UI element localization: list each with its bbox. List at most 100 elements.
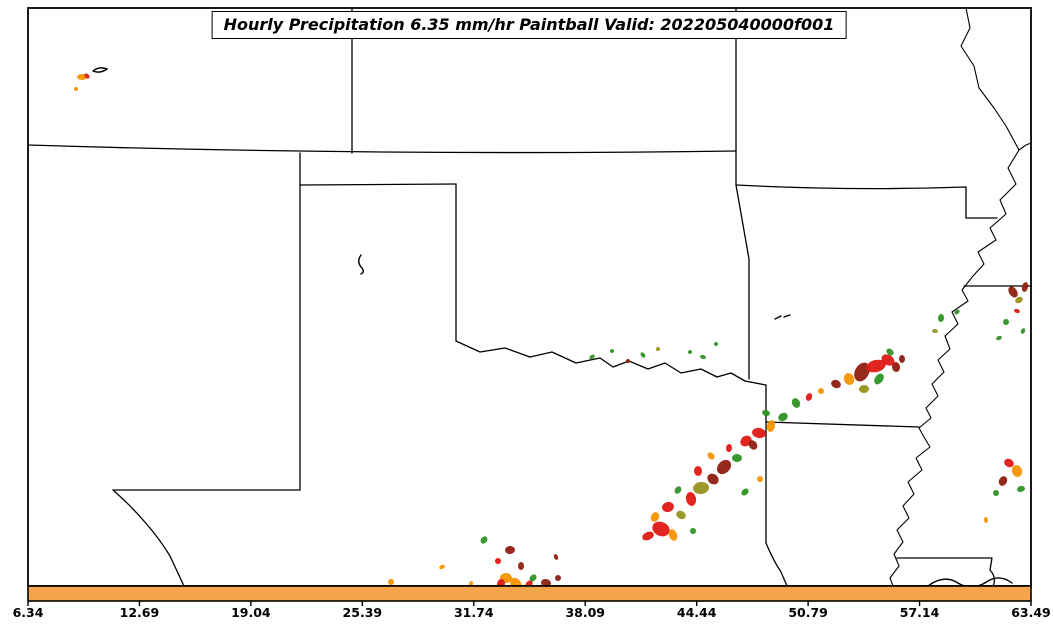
paintball-blob bbox=[388, 579, 394, 585]
paintball-blob bbox=[642, 531, 654, 541]
paintball-blob bbox=[937, 314, 945, 322]
paintball-blob bbox=[685, 492, 697, 506]
paintball-blob bbox=[1015, 296, 1023, 304]
paintball-blob bbox=[881, 354, 895, 366]
map-frame bbox=[27, 7, 1032, 587]
colorbar-tick-label: 63.49 bbox=[1011, 605, 1051, 620]
paintball-blob bbox=[1014, 308, 1020, 314]
paintball-blob bbox=[1020, 328, 1026, 334]
paintball-blob bbox=[1017, 485, 1025, 493]
colorbar-tick-marks bbox=[27, 601, 1032, 606]
paintball-blob bbox=[898, 355, 906, 363]
paintball-blob bbox=[1021, 282, 1029, 292]
border-texas-louisiana-sabine bbox=[765, 421, 788, 586]
colorbar-tick-label: 57.14 bbox=[899, 605, 940, 620]
paintball-blob bbox=[1008, 286, 1018, 298]
colorbar-tick-label: 25.39 bbox=[342, 605, 383, 620]
border-red-river bbox=[455, 340, 767, 386]
paintball-blob bbox=[707, 452, 715, 460]
paintball-blob bbox=[762, 409, 770, 417]
paintball-blob bbox=[690, 528, 696, 534]
lake-mark-panhandle bbox=[358, 254, 364, 275]
paintball-blob bbox=[555, 575, 561, 581]
paintball-blob bbox=[748, 440, 758, 450]
border-panhandle-365n bbox=[299, 183, 457, 186]
colorbar-tick-label: 19.04 bbox=[231, 605, 271, 620]
paintball-blob bbox=[732, 453, 742, 463]
paintball-blob bbox=[74, 87, 79, 91]
colorbar-tick-label: 44.44 bbox=[676, 605, 717, 620]
paintball-blob bbox=[674, 486, 682, 494]
mississippi-river bbox=[889, 8, 1020, 586]
paintball-blob bbox=[589, 354, 595, 360]
paintball-blob bbox=[752, 427, 766, 439]
colorbar-bar bbox=[27, 585, 1032, 602]
border-arkansas-louisiana bbox=[765, 421, 920, 428]
paintball-blob bbox=[932, 328, 938, 334]
paintball-blob bbox=[831, 379, 841, 389]
paintball-layer bbox=[74, 73, 1029, 586]
paintball-blob bbox=[610, 349, 614, 353]
paintball-blob bbox=[843, 373, 855, 385]
paintball-blob bbox=[652, 521, 670, 537]
paintball-blob bbox=[662, 501, 674, 513]
paintball-blob bbox=[529, 574, 537, 582]
paintball-blob bbox=[998, 476, 1008, 486]
paintball-blob bbox=[757, 476, 763, 482]
paintball-blob bbox=[505, 545, 515, 555]
paintball-blob bbox=[714, 342, 718, 346]
border-louisiana-mississippi-31n bbox=[896, 557, 996, 586]
paintball-blob bbox=[766, 420, 776, 432]
paintball-blob bbox=[707, 473, 719, 485]
lake-mark-northwest bbox=[92, 67, 109, 73]
paintball-blob bbox=[495, 558, 501, 564]
paintball-blob bbox=[626, 359, 630, 363]
paintball-blob bbox=[510, 577, 522, 586]
colorbar-tick-label: 6.34 bbox=[12, 605, 44, 620]
paintball-blob bbox=[805, 393, 813, 401]
paintball-blob bbox=[676, 510, 686, 520]
colorbar-tick-label: 38.09 bbox=[565, 605, 605, 620]
paintball-blob bbox=[439, 564, 445, 570]
paintball-blob bbox=[1004, 458, 1014, 468]
state-boundary-lines bbox=[28, 8, 1031, 586]
lake-mark-grand-lake bbox=[774, 314, 791, 320]
paintball-blob bbox=[650, 512, 660, 522]
paintball-blob bbox=[886, 348, 894, 356]
paintball-blob bbox=[725, 444, 733, 452]
border-oklahoma-arkansas bbox=[735, 150, 750, 380]
colorbar-tick-label: 31.74 bbox=[453, 605, 494, 620]
border-rio-grande bbox=[112, 489, 185, 586]
paintball-blob bbox=[77, 74, 87, 80]
border-37n bbox=[28, 144, 737, 154]
paintball-blob bbox=[818, 388, 824, 394]
paintball-blob bbox=[874, 373, 884, 385]
paintball-blob bbox=[541, 578, 551, 586]
paintball-blob bbox=[687, 350, 692, 354]
paintball-blob bbox=[700, 354, 706, 360]
paintball-blob bbox=[668, 529, 678, 541]
paintball-blob bbox=[693, 481, 709, 495]
colorbar-tick-label: 50.79 bbox=[788, 605, 828, 620]
paintball-blob bbox=[891, 362, 901, 372]
paintball-blob bbox=[656, 347, 660, 351]
paintball-blob bbox=[640, 352, 646, 358]
paintball-blob bbox=[480, 536, 488, 544]
river-lines bbox=[889, 8, 1031, 586]
paintball-blob bbox=[778, 412, 788, 422]
paintball-blob bbox=[496, 579, 506, 586]
paintball-blob bbox=[859, 384, 869, 394]
paintball-blob bbox=[954, 309, 960, 315]
paintball-blob bbox=[993, 490, 999, 496]
border-missouri-arkansas bbox=[735, 184, 998, 219]
paintball-blob bbox=[866, 359, 886, 373]
ohio-river bbox=[1018, 142, 1031, 151]
paintball-blob bbox=[1011, 465, 1023, 477]
paintball-blob bbox=[553, 554, 559, 560]
paintball-blob bbox=[854, 362, 870, 382]
coastline-marks bbox=[927, 577, 1013, 586]
paintball-blob bbox=[791, 398, 801, 408]
paintball-blob bbox=[84, 73, 90, 79]
